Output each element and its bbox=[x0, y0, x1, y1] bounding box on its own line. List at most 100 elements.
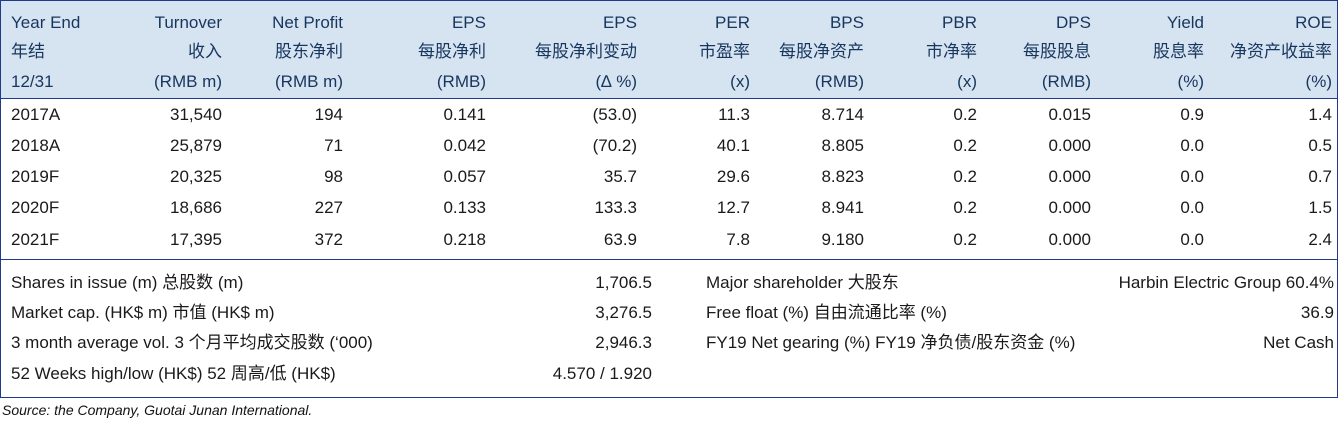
header-yield: Yield bbox=[1166, 13, 1204, 32]
stat-value: 4.570 / 1.920 bbox=[552, 364, 652, 383]
stat-value: 2,946.3 bbox=[595, 333, 652, 352]
stat-row: FY19 Net gearing (%) FY19 净负债/股东资金 (%) Ne… bbox=[0, 328, 1338, 358]
stat-row: Major shareholder 大股东 Harbin Electric Gro… bbox=[0, 268, 1338, 298]
stat-row: 3 month average vol. 3 个月平均成交股数 (‘000) 2,… bbox=[0, 328, 660, 358]
cell-per: 29.6 bbox=[716, 167, 750, 186]
cell-turnover: 17,395 bbox=[170, 230, 222, 249]
cell-bps: 8.714 bbox=[821, 105, 864, 124]
cell-net-profit: 372 bbox=[314, 230, 343, 249]
cell-dps: 0.000 bbox=[1048, 230, 1091, 249]
cell-year: 2020F bbox=[11, 198, 60, 217]
header-row: Year End Turnover Net Profit EPS EPS PER BPS PB… bbox=[0, 8, 1338, 38]
stat-value: Harbin Electric Group 60.4% bbox=[1118, 273, 1334, 292]
source-note: Source: the Company, Guotai Junan Intern… bbox=[2, 402, 313, 418]
stat-row: Shares in issue (m) 总股数 (m) 1,706.5 bbox=[0, 268, 660, 298]
header-row: 年结 收入 股东净利 每股净利 每股净利变动 市盈率 每股净资产 市净率 每股股息 股息率 净资产收… bbox=[0, 37, 1338, 67]
header-net-profit: 股东净利 bbox=[275, 42, 343, 61]
header-bps: BPS bbox=[829, 13, 864, 32]
cell-roe: 0.7 bbox=[1308, 167, 1332, 186]
stat-label: Major shareholder 大股东 bbox=[706, 273, 899, 292]
cell-turnover: 25,879 bbox=[170, 136, 222, 155]
header-turnover: 收入 bbox=[188, 42, 222, 61]
cell-pbr: 0.2 bbox=[953, 230, 977, 249]
header-yield: 股息率 bbox=[1153, 42, 1204, 61]
header-yield: (%) bbox=[1177, 72, 1204, 91]
cell-eps: 0.218 bbox=[443, 230, 486, 249]
cell-net-profit: 71 bbox=[324, 136, 343, 155]
cell-pbr: 0.2 bbox=[953, 198, 977, 217]
cell-year: 2017A bbox=[11, 105, 61, 124]
header-eps-change: 每股净利变动 bbox=[535, 42, 637, 61]
cell-roe: 1.4 bbox=[1308, 105, 1332, 124]
header-pbr: (x) bbox=[957, 72, 977, 91]
cell-eps: 0.057 bbox=[443, 167, 486, 186]
cell-pbr: 0.2 bbox=[953, 136, 977, 155]
cell-eps: 0.133 bbox=[443, 198, 486, 217]
header-bps: 每股净资产 bbox=[779, 42, 864, 61]
cell-roe: 1.5 bbox=[1308, 198, 1332, 217]
cell-eps-change: 133.3 bbox=[594, 198, 637, 217]
cell-turnover: 18,686 bbox=[170, 198, 222, 217]
header-turnover: Turnover bbox=[154, 13, 222, 32]
cell-eps-change: (53.0) bbox=[592, 105, 637, 124]
cell-roe: 0.5 bbox=[1308, 136, 1332, 155]
stat-value: 1,706.5 bbox=[595, 273, 652, 292]
header-pbr: 市净率 bbox=[926, 42, 977, 61]
stat-label: Market cap. (HK$ m) 市值 (HK$ m) bbox=[11, 303, 275, 322]
header-roe: (%) bbox=[1305, 72, 1332, 91]
header-roe: 净资产收益率 bbox=[1230, 42, 1332, 61]
cell-eps-change: 35.7 bbox=[603, 167, 637, 186]
stat-value: Net Cash bbox=[1263, 333, 1334, 352]
cell-yield: 0.0 bbox=[1180, 230, 1204, 249]
header-year: 年结 bbox=[11, 42, 45, 61]
stat-label: 3 month average vol. 3 个月平均成交股数 (‘000) bbox=[11, 333, 373, 352]
table-row: 2020F 18,686 227 0.133 133.3 12.7 8.941 0.2 0.00… bbox=[0, 193, 1338, 223]
cell-dps: 0.000 bbox=[1048, 136, 1091, 155]
cell-turnover: 20,325 bbox=[170, 167, 222, 186]
cell-net-profit: 227 bbox=[314, 198, 343, 217]
header-row: 12/31 (RMB m) (RMB m) (RMB) (∆ %) (x) (RMB) (x)… bbox=[0, 67, 1338, 97]
header-per: (x) bbox=[730, 72, 750, 91]
header-dps: DPS bbox=[1056, 13, 1091, 32]
cell-eps: 0.141 bbox=[443, 105, 486, 124]
cell-yield: 0.0 bbox=[1180, 167, 1204, 186]
header-eps: (RMB) bbox=[436, 72, 486, 91]
table-row: 2021F 17,395 372 0.218 63.9 7.8 9.180 0.2 0.000 0… bbox=[0, 225, 1338, 255]
table-row: 2017A 31,540 194 0.141 (53.0) 11.3 8.714 0.2 0.0… bbox=[0, 100, 1338, 130]
cell-dps: 0.000 bbox=[1048, 167, 1091, 186]
cell-roe: 2.4 bbox=[1308, 230, 1332, 249]
header-per: 市盈率 bbox=[699, 42, 750, 61]
cell-yield: 0.0 bbox=[1180, 136, 1204, 155]
cell-net-profit: 98 bbox=[324, 167, 343, 186]
stat-label: FY19 Net gearing (%) FY19 净负债/股东资金 (%) bbox=[706, 333, 1076, 352]
cell-yield: 0.9 bbox=[1180, 105, 1204, 124]
header-bps: (RMB) bbox=[814, 72, 864, 91]
cell-bps: 8.805 bbox=[821, 136, 864, 155]
stat-label: Shares in issue (m) 总股数 (m) bbox=[11, 273, 244, 292]
section-divider bbox=[1, 259, 1337, 260]
header-year: Year End bbox=[11, 13, 81, 32]
cell-bps: 8.823 bbox=[821, 167, 864, 186]
cell-per: 40.1 bbox=[716, 136, 750, 155]
cell-bps: 8.941 bbox=[821, 198, 864, 217]
cell-yield: 0.0 bbox=[1180, 198, 1204, 217]
cell-per: 7.8 bbox=[726, 230, 750, 249]
cell-dps: 0.015 bbox=[1048, 105, 1091, 124]
cell-eps-change: (70.2) bbox=[592, 136, 637, 155]
cell-pbr: 0.2 bbox=[953, 105, 977, 124]
cell-year: 2021F bbox=[11, 230, 60, 249]
header-dps: 每股股息 bbox=[1023, 42, 1091, 61]
cell-turnover: 31,540 bbox=[170, 105, 222, 124]
cell-net-profit: 194 bbox=[314, 105, 343, 124]
header-eps: EPS bbox=[451, 13, 486, 32]
cell-pbr: 0.2 bbox=[953, 167, 977, 186]
stat-value: 3,276.5 bbox=[595, 303, 652, 322]
cell-eps-change: 63.9 bbox=[603, 230, 637, 249]
stat-row: 52 Weeks high/low (HK$) 52 周高/低 (HK$) 4.5… bbox=[0, 359, 660, 389]
stat-label: Free float (%) 自由流通比率 (%) bbox=[706, 303, 947, 322]
financial-table bbox=[0, 0, 1338, 398]
table-row: 2018A 25,879 71 0.042 (70.2) 40.1 8.805 0.2 0.00… bbox=[0, 131, 1338, 161]
header-net-profit: (RMB m) bbox=[275, 72, 343, 91]
header-eps-change: (∆ %) bbox=[595, 72, 637, 91]
stat-value: 36.9 bbox=[1300, 303, 1334, 322]
